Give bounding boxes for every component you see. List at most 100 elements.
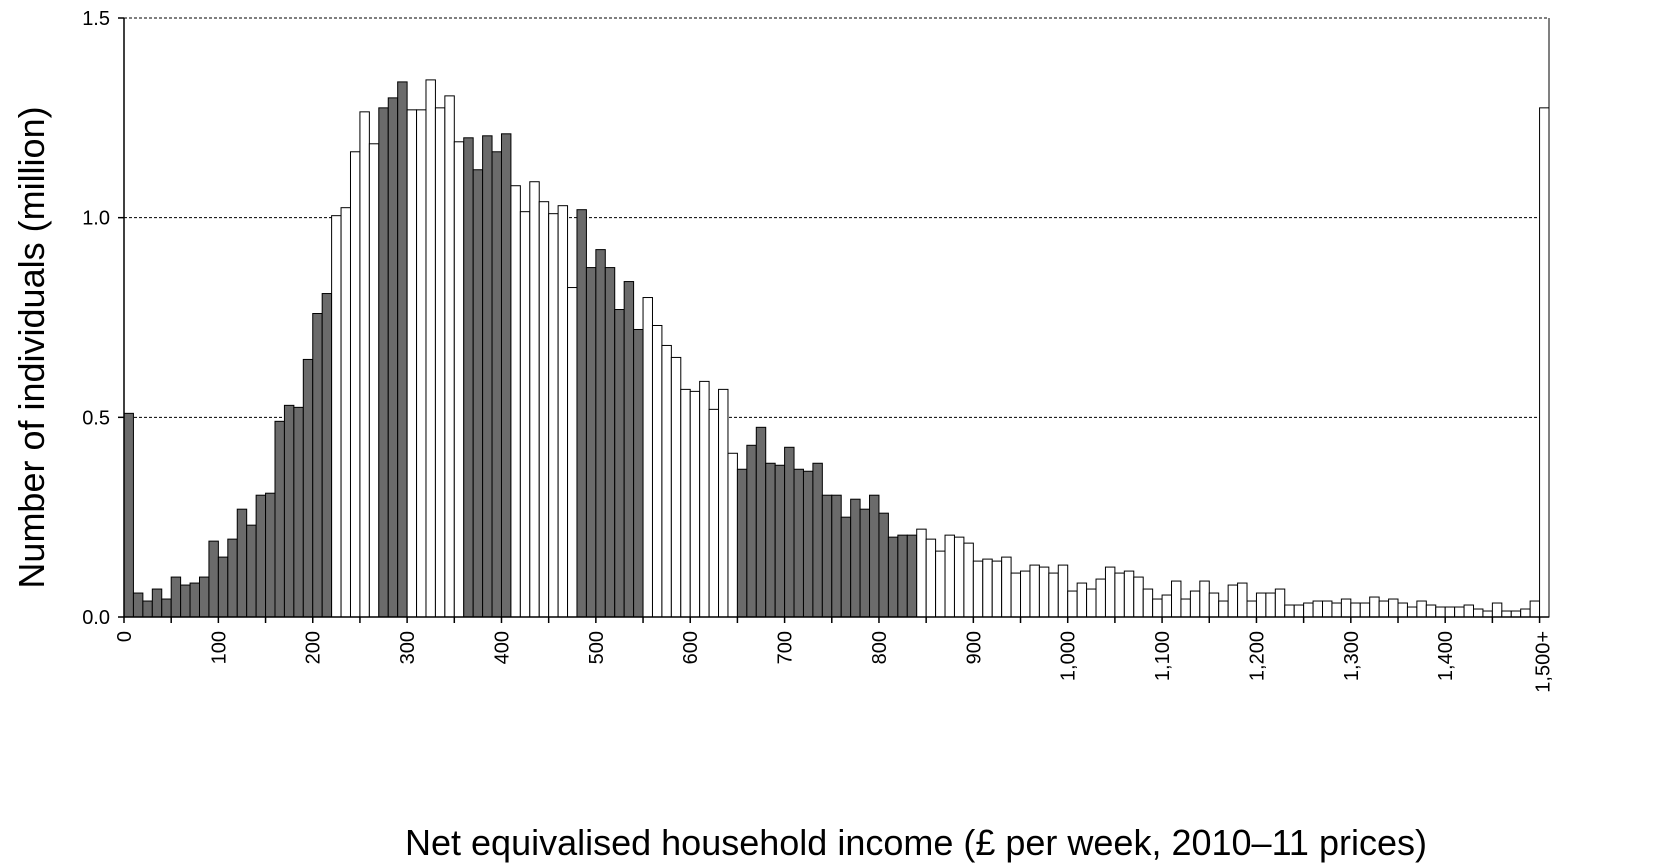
histogram-bar [1001,556,1012,618]
histogram-bar [510,185,521,618]
histogram-bar [878,512,889,618]
histogram-bar [661,344,672,618]
x-tick-label: 300 [397,631,419,664]
histogram-bar [916,528,927,618]
histogram-bar [774,464,786,618]
histogram-bar [850,498,861,618]
histogram-bar [416,109,427,618]
histogram-bar [1123,570,1135,618]
histogram-bar [963,542,974,618]
histogram-bar [265,492,276,618]
histogram-bar [255,494,267,618]
histogram-bar [633,328,644,618]
x-tick-label: 1,200 [1246,631,1268,681]
histogram-bar [1227,584,1239,618]
histogram-bar [387,97,399,618]
histogram-bar [274,420,285,618]
histogram-bar [444,95,455,618]
histogram-bar [1255,592,1267,618]
histogram-bar [576,209,587,618]
histogram-bar [1218,600,1229,618]
histogram-bar [1133,576,1144,618]
histogram-bar [1529,600,1541,618]
histogram-bar [1454,606,1465,618]
histogram-bar [1010,572,1022,618]
histogram-bar [161,598,172,618]
histogram-bar [972,560,984,618]
histogram-bar [312,313,323,618]
histogram-bar [746,444,757,618]
histogram-bar [1274,588,1286,618]
x-tick-label: 500 [586,631,608,664]
histogram-bar [991,560,1003,618]
histogram-bar [1416,600,1427,618]
histogram-bar [189,582,200,618]
histogram-bar [755,426,767,618]
histogram-bar [1237,582,1248,618]
histogram-bar [1510,610,1522,618]
histogram-bar [463,137,474,618]
x-tick-label: 1,000 [1058,631,1080,681]
histogram-bar [670,356,682,618]
histogram-bar [198,576,210,618]
histogram-bar [1331,602,1342,618]
histogram-bar [491,151,502,618]
histogram-bar [812,462,823,618]
x-tick-label: 900 [963,631,985,664]
histogram-bar [349,151,361,618]
y-tick-label: 0.0 [82,607,110,629]
histogram-bar [1397,602,1408,618]
histogram-bar [567,287,578,618]
histogram-bar [595,249,606,618]
histogram-bar [1189,590,1201,618]
histogram-bar [1482,610,1493,618]
histogram-bar [123,412,134,618]
histogram-bar [227,538,238,618]
histogram-bar [869,494,880,618]
histogram-bar [642,297,653,618]
histogram-bar [236,508,248,618]
histogram-bar [500,133,512,618]
histogram-bar [519,211,531,618]
histogram-bar [472,169,484,618]
histogram-bar [1340,598,1352,618]
y-tick-label: 1.0 [82,208,110,230]
histogram-bar [1491,602,1503,618]
histogram-bar [982,558,993,618]
histogram-bar [1020,570,1031,618]
histogram-bar [1152,598,1163,618]
y-axis-title: Number of individuals (million) [11,106,52,588]
x-tick-label: 1,100 [1152,631,1174,681]
histogram-bar [802,470,814,618]
histogram-bar [1076,582,1088,618]
histogram-bar [1038,566,1050,618]
histogram-bar [614,309,625,618]
histogram-bar [1539,107,1550,618]
histogram-bar [953,536,965,618]
x-tick-label: 700 [775,631,797,664]
histogram-bar [925,538,937,618]
x-tick-label: 200 [303,631,325,664]
histogram-bar [1284,604,1295,618]
histogram-bar [1265,592,1276,618]
histogram-bar [1142,588,1154,618]
histogram-bar [302,358,314,618]
histogram-bar [689,390,701,618]
histogram-bar [1463,604,1475,618]
x-tick-label: 1,400 [1435,631,1457,681]
x-tick-label: 1,500+ [1533,631,1555,693]
histogram-bar [1293,604,1305,618]
histogram-bar [736,468,748,618]
histogram-bar [1104,566,1116,618]
histogram-bar [180,584,191,618]
histogram-bar [359,111,370,618]
histogram-bar [1473,608,1484,618]
histogram-bar [1369,596,1380,618]
histogram-bar [1501,610,1512,618]
histogram-bar [651,324,663,618]
histogram-bar [331,215,342,618]
x-tick-label: 600 [680,631,702,664]
histogram-bar [604,267,616,618]
histogram-bar [378,107,389,618]
